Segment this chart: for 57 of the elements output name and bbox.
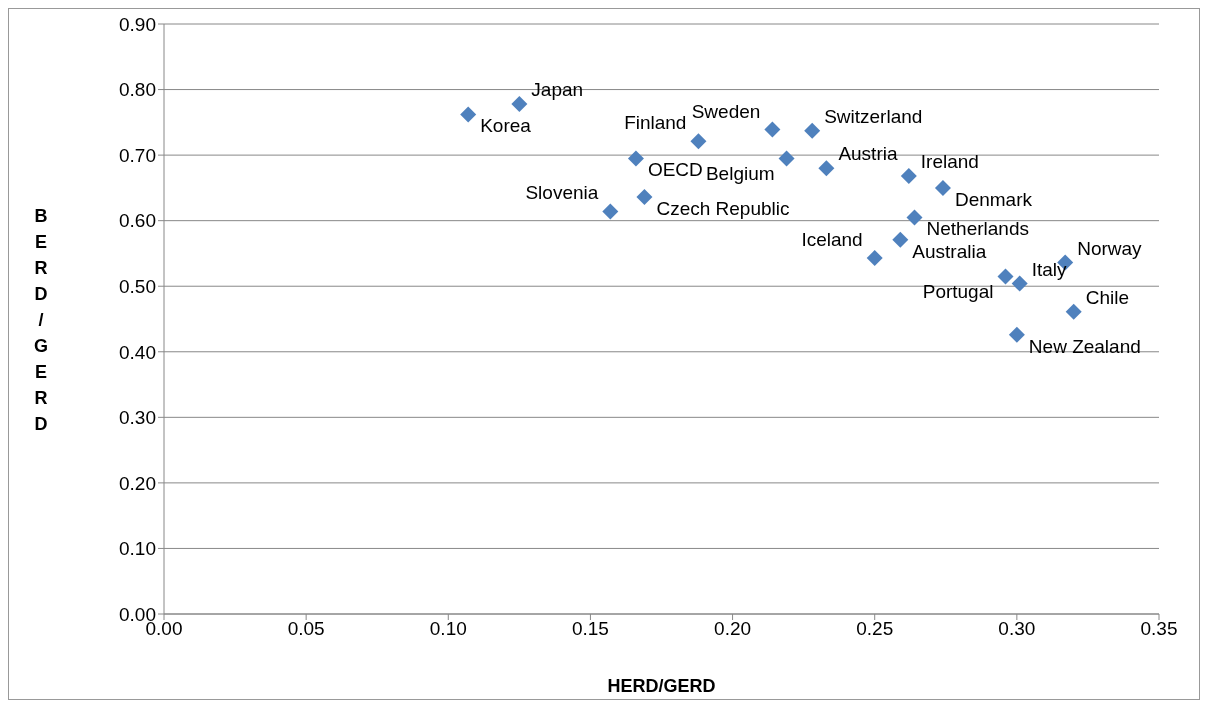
annotation: Slovenia [525, 182, 599, 204]
text: BERD/GERD [33, 206, 49, 434]
point [818, 160, 835, 177]
point [866, 250, 883, 267]
y-tick-label: 0.80 [119, 79, 156, 101]
annotation: Portugal [922, 281, 994, 303]
y-tick-label: 0.10 [119, 538, 156, 560]
annotation: Italy [1031, 258, 1068, 280]
annotation: New Zealand [1028, 335, 1141, 357]
point [892, 231, 909, 248]
y-tick-label: 0.50 [119, 275, 156, 297]
point [778, 150, 795, 167]
annotation: Austria [838, 143, 898, 165]
y-tick-label: 0.60 [119, 210, 156, 232]
point [602, 203, 619, 220]
annotation: Korea [480, 115, 532, 137]
annotation: Switzerland [824, 105, 923, 127]
y-tick-label: 0.70 [119, 144, 156, 166]
x-tick-label: 0.30 [998, 618, 1036, 640]
point [906, 209, 923, 226]
annotation: Norway [1077, 237, 1143, 259]
annotation: Japan [531, 78, 584, 100]
annotation: Iceland [801, 229, 863, 251]
x-tick-label: 0.35 [1140, 618, 1178, 640]
x-axis-title: HERD/GERD [607, 676, 716, 696]
y-tick-label: 0.90 [119, 13, 156, 35]
y-tick-label: 0.30 [119, 407, 156, 429]
annotation: Sweden [691, 100, 761, 122]
point [511, 95, 528, 112]
annotation: Finland [624, 112, 687, 134]
annotation: Ireland [920, 151, 979, 173]
point [900, 168, 917, 185]
point [1008, 326, 1025, 343]
point [997, 268, 1014, 285]
point [690, 133, 707, 150]
x-tick-label: 0.05 [287, 618, 325, 640]
x-tick-label: 0.20 [714, 618, 752, 640]
y-tick-label: 0.20 [119, 472, 156, 494]
point [804, 122, 821, 139]
annotation: Chile [1085, 286, 1130, 308]
annotation: Denmark [954, 188, 1033, 210]
point [460, 106, 477, 123]
annotation: Czech Republic [656, 198, 790, 220]
annotation: Belgium [705, 163, 775, 185]
x-tick-label: 0.10 [429, 618, 467, 640]
point [1065, 303, 1082, 320]
annotation: Australia [912, 240, 987, 262]
point [764, 121, 781, 138]
point [1011, 275, 1028, 292]
x-tick-label: 0.25 [856, 618, 894, 640]
x-tick-label: 0.15 [571, 618, 609, 640]
y-tick-label: 0.40 [119, 341, 156, 363]
point [934, 179, 951, 196]
annotation: Netherlands [926, 218, 1029, 240]
annotation: OECD [647, 159, 703, 181]
point [636, 189, 653, 206]
point [627, 150, 644, 167]
